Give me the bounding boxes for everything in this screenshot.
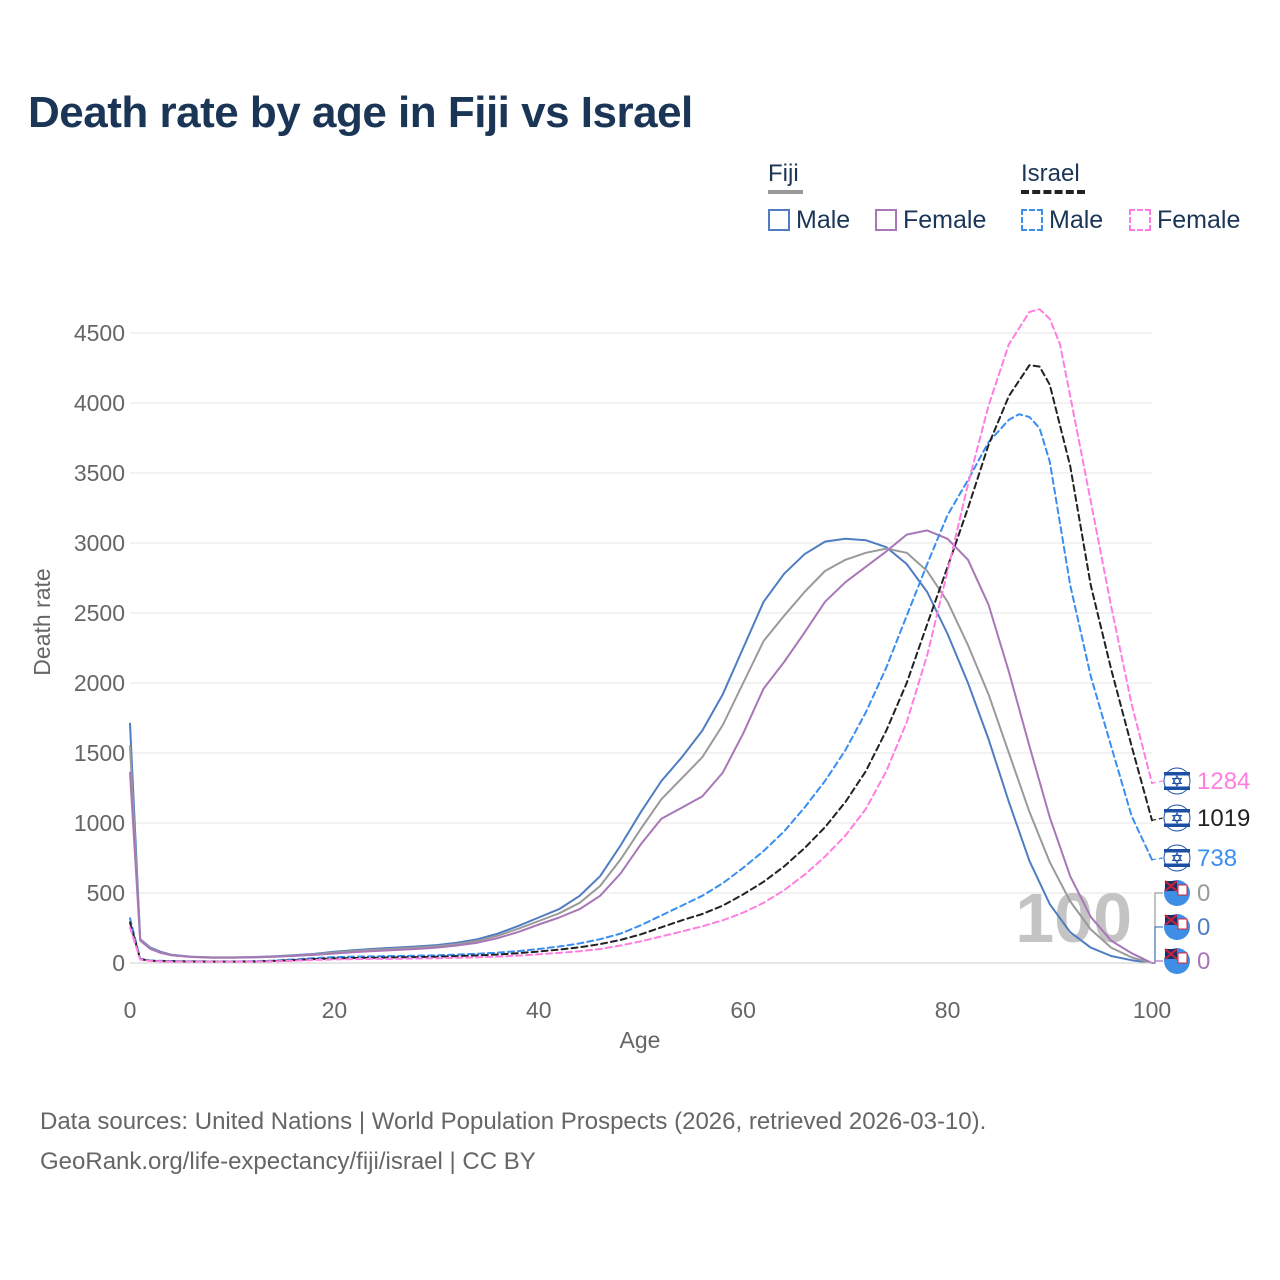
y-tick-label: 0 xyxy=(112,950,125,976)
israel-flag-icon xyxy=(1163,844,1191,872)
legend-item-fiji-male[interactable]: Male xyxy=(768,204,850,236)
fiji-flag-shield xyxy=(1177,918,1188,930)
israel-star-icon xyxy=(1171,851,1183,865)
legend-label-fiji-male: Male xyxy=(796,205,851,234)
end-value-label: 738 xyxy=(1197,845,1237,872)
legend-swatch-israel-male xyxy=(1021,209,1043,231)
series-line-fiji-both[interactable] xyxy=(129,547,1153,964)
fiji-flag-cross xyxy=(1164,880,1178,892)
y-tick-label: 2500 xyxy=(74,600,125,626)
end-label-connector xyxy=(1152,960,1163,964)
x-tick-label: 60 xyxy=(730,997,756,1023)
legend-item-israel-female[interactable]: Female xyxy=(1129,204,1240,236)
fiji-flag-cross xyxy=(1164,948,1178,960)
legend-group-israel-title: Israel xyxy=(1021,160,1080,187)
y-tick-label: 500 xyxy=(87,880,125,906)
end-value-label: 1284 xyxy=(1197,768,1250,795)
series-line-israel-both[interactable] xyxy=(129,364,1153,963)
source-line-1: Data sources: United Nations | World Pop… xyxy=(40,1108,987,1135)
end-label-connector xyxy=(1152,892,1163,964)
end-value-label: 0 xyxy=(1197,914,1210,941)
israel-star-icon xyxy=(1171,774,1183,788)
series-line-israel-male[interactable] xyxy=(129,413,1153,963)
x-tick-label: 20 xyxy=(322,997,348,1023)
legend-israel-underline xyxy=(1021,190,1085,194)
end-label-connector xyxy=(1151,780,1164,784)
israel-flag-stripe xyxy=(1164,823,1190,827)
source-line-2[interactable]: GeoRank.org/life-expectancy/fiji/israel … xyxy=(40,1148,536,1175)
israel-flag-stripe xyxy=(1164,786,1190,790)
y-tick-label: 3500 xyxy=(74,460,125,486)
series-layer xyxy=(129,308,1153,964)
end-value-label: 0 xyxy=(1197,880,1210,907)
series-line-fiji-female[interactable] xyxy=(129,529,1153,964)
end-label-connector xyxy=(1151,857,1164,861)
x-tick-label: 0 xyxy=(124,997,137,1023)
end-label-connector xyxy=(1152,926,1163,964)
legend-label-israel-female: Female xyxy=(1157,205,1241,234)
end-label-connector xyxy=(1151,817,1164,821)
legend-label-fiji-female: Female xyxy=(903,205,987,234)
x-tick-label: 80 xyxy=(935,997,961,1023)
series-line-fiji-male[interactable] xyxy=(129,537,1153,964)
axis-layer: 0 500 1000 1500 2000 2500 3000 3500 4000 4500 0 20 4… xyxy=(74,320,1171,1023)
end-label-layer: 1284 1019 738 0 0 0 xyxy=(1151,767,1250,975)
y-tick-label: 1500 xyxy=(74,740,125,766)
y-axis-title: Death rate xyxy=(29,568,55,675)
legend-item-fiji-female[interactable]: Female xyxy=(875,204,986,236)
legend-swatch-fiji-male xyxy=(768,209,790,231)
x-tick-label: 100 xyxy=(1133,997,1171,1023)
legend-swatch-fiji-female xyxy=(875,209,897,231)
y-tick-label: 2000 xyxy=(74,670,125,696)
x-axis-title: Age xyxy=(620,1027,661,1053)
legend-group-fiji-title: Fiji xyxy=(768,160,799,187)
legend-label-israel-male: Male xyxy=(1049,205,1104,234)
series-line-israel-female[interactable] xyxy=(129,308,1153,963)
israel-flag-stripe xyxy=(1164,863,1190,867)
fiji-flag-shield xyxy=(1177,952,1188,964)
y-tick-label: 1000 xyxy=(74,810,125,836)
legend-item-israel-male[interactable]: Male xyxy=(1021,204,1103,236)
chart-title: Death rate by age in Fiji vs Israel xyxy=(28,88,693,137)
year-watermark: 100 xyxy=(1015,879,1132,957)
israel-flag-icon xyxy=(1163,767,1191,795)
fiji-flag-cross xyxy=(1164,914,1178,926)
grid-layer xyxy=(130,332,1152,964)
legend-fiji-underline xyxy=(768,190,803,194)
israel-flag-stripe xyxy=(1164,849,1190,853)
end-value-label: 1019 xyxy=(1197,805,1250,832)
legend-swatch-israel-female xyxy=(1129,209,1151,231)
israel-flag-stripe xyxy=(1164,809,1190,813)
end-value-label: 0 xyxy=(1197,948,1210,975)
y-tick-label: 4000 xyxy=(74,390,125,416)
israel-star-icon xyxy=(1171,811,1183,825)
x-tick-label: 40 xyxy=(526,997,552,1023)
israel-flag-stripe xyxy=(1164,772,1190,776)
israel-flag-icon xyxy=(1163,804,1191,832)
y-tick-label: 3000 xyxy=(74,530,125,556)
y-tick-label: 4500 xyxy=(74,320,125,346)
fiji-flag-shield xyxy=(1177,884,1188,896)
